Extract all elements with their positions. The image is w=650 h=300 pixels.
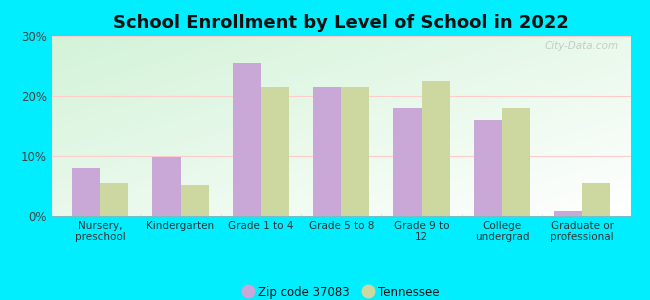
Bar: [100, 183, 128, 216]
Legend: Zip code 37083, Tennessee: Zip code 37083, Tennessee: [239, 281, 444, 300]
Bar: [393, 108, 422, 216]
Title: School Enrollment by Level of School in 2022: School Enrollment by Level of School in …: [113, 14, 569, 32]
Bar: [502, 108, 530, 216]
Bar: [313, 87, 341, 216]
Bar: [72, 168, 100, 216]
Bar: [582, 183, 610, 216]
Bar: [153, 157, 181, 216]
Bar: [181, 185, 209, 216]
Text: City-Data.com: City-Data.com: [545, 41, 619, 51]
Bar: [261, 87, 289, 216]
Bar: [422, 81, 450, 216]
Bar: [474, 120, 502, 216]
Bar: [554, 211, 582, 216]
Bar: [341, 87, 369, 216]
Bar: [233, 63, 261, 216]
